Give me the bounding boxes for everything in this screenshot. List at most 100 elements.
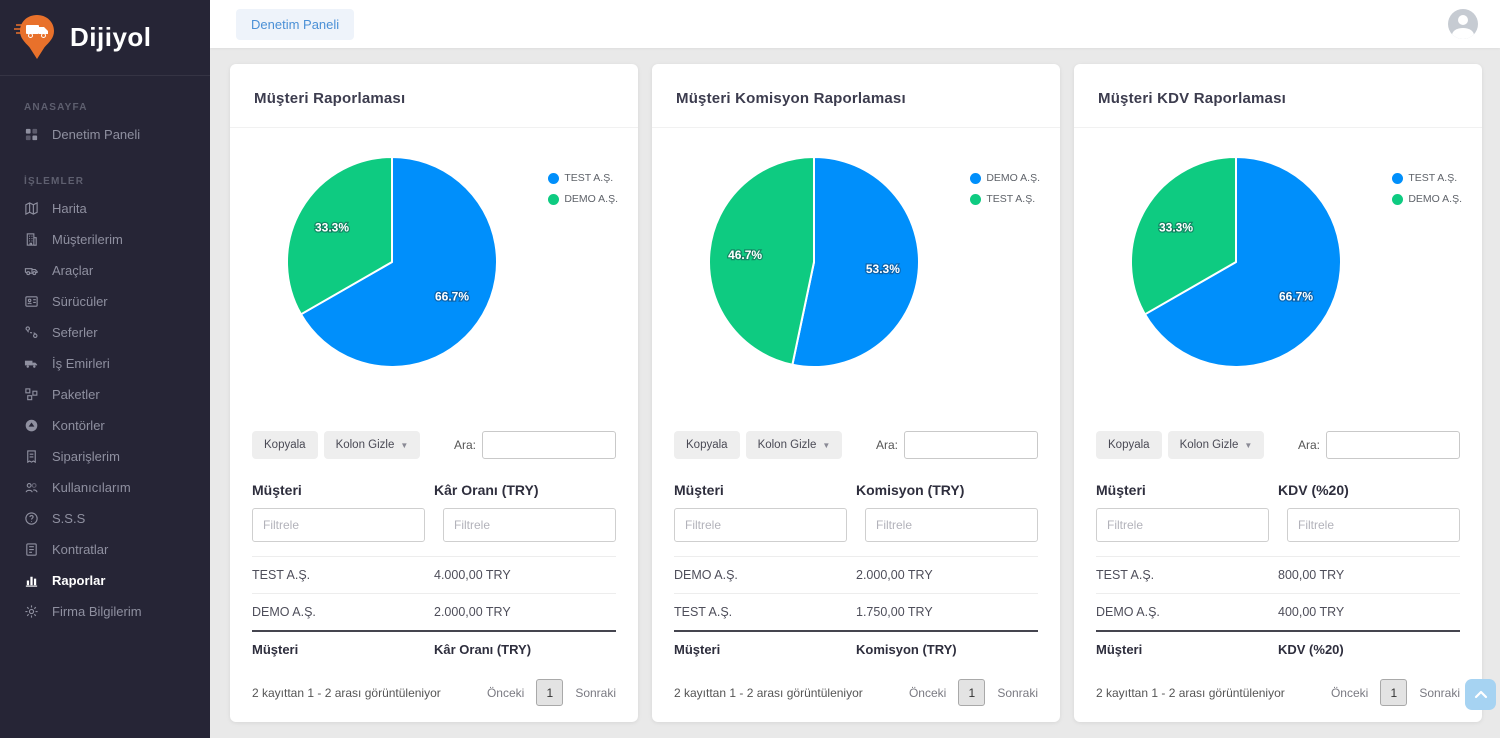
- table-toolbar: Kopyala Kolon Gizle ▼ Ara:: [652, 424, 1060, 466]
- svg-text:53.3%: 53.3%: [866, 262, 900, 276]
- sidebar-item-label: İş Emirleri: [52, 356, 110, 371]
- column-header[interactable]: Müşteri: [674, 482, 724, 498]
- column-filter-input[interactable]: [1096, 508, 1269, 542]
- card-musteri-raporlamasi: Müşteri Raporlaması 66.7% 33.3% TEST A.Ş.…: [230, 64, 638, 722]
- next-page-button[interactable]: Sonraki: [1419, 685, 1460, 700]
- chart-legend: TEST A.Ş. DEMO A.Ş.: [1392, 172, 1462, 205]
- sidebar-item-musterilerim[interactable]: Müşterilerim: [0, 224, 210, 255]
- table-footer-row: Müşteri Komisyon (TRY): [674, 630, 1038, 667]
- cell-customer: TEST A.Ş.: [252, 568, 311, 582]
- main-content: Müşteri Raporlaması 66.7% 33.3% TEST A.Ş.…: [210, 48, 1500, 738]
- page-number-button[interactable]: 1: [536, 679, 564, 706]
- legend-item[interactable]: DEMO A.Ş.: [970, 172, 1040, 184]
- column-filter-input[interactable]: [252, 508, 425, 542]
- search-input[interactable]: [904, 431, 1038, 459]
- sidebar-item-seferler[interactable]: Seferler: [0, 317, 210, 348]
- data-table: Müşteri Kâr Oranı (TRY) TEST A.Ş. 4.000,…: [230, 466, 638, 667]
- vehicle-icon: [24, 268, 38, 276]
- table-filter-row: [1096, 508, 1460, 557]
- svg-text:66.7%: 66.7%: [435, 290, 469, 304]
- search-input[interactable]: [482, 431, 616, 459]
- previous-page-button[interactable]: Önceki: [1330, 685, 1369, 700]
- sidebar-item-sss[interactable]: S.S.S: [0, 503, 210, 534]
- sidebar-item-label: Seferler: [52, 325, 98, 340]
- chart-zone: 66.7% 33.3% TEST A.Ş. DEMO A.Ş.: [230, 128, 638, 424]
- card-header: Müşteri Raporlaması: [230, 64, 638, 128]
- hide-columns-button[interactable]: Kolon Gizle ▼: [745, 431, 843, 459]
- contract-icon: [26, 543, 37, 556]
- column-filter-input[interactable]: [443, 508, 616, 542]
- sidebar-item-is-emirleri[interactable]: İş Emirleri: [0, 348, 210, 379]
- column-filter-input[interactable]: [674, 508, 847, 542]
- truck-icon: [24, 360, 38, 368]
- cell-customer: DEMO A.Ş.: [674, 568, 738, 582]
- hide-columns-button[interactable]: Kolon Gizle ▼: [323, 431, 421, 459]
- table-row: DEMO A.Ş. 400,00 TRY: [1096, 594, 1460, 631]
- user-avatar[interactable]: [1448, 9, 1478, 39]
- sidebar-section-islemler: İŞLEMLER: [24, 176, 85, 187]
- sidebar-item-siparislerim[interactable]: Siparişlerim: [0, 441, 210, 472]
- sidebar-item-suruculer[interactable]: Sürücüler: [0, 286, 210, 317]
- card-title: Müşteri KDV Raporlaması: [1098, 90, 1286, 107]
- column-header[interactable]: Müşteri: [252, 482, 302, 498]
- sidebar-item-firma-bilgilerim[interactable]: Firma Bilgilerim: [0, 596, 210, 627]
- table-row: TEST A.Ş. 4.000,00 TRY: [252, 557, 616, 594]
- dashboard-icon: [25, 128, 38, 141]
- page-number-button[interactable]: 1: [1380, 679, 1408, 706]
- table-toolbar: Kopyala Kolon Gizle ▼ Ara:: [230, 424, 638, 466]
- sidebar-item-label: Firma Bilgilerim: [52, 604, 142, 619]
- column-filter-input[interactable]: [1287, 508, 1460, 542]
- column-header[interactable]: Müşteri: [1096, 482, 1146, 498]
- pagination-info: 2 kayıttan 1 - 2 arası görüntüleniyor: [1096, 685, 1285, 700]
- column-filter-input[interactable]: [865, 508, 1038, 542]
- next-page-button[interactable]: Sonraki: [997, 685, 1038, 700]
- search-input[interactable]: [1326, 431, 1460, 459]
- next-page-button[interactable]: Sonraki: [575, 685, 616, 700]
- sidebar-item-harita[interactable]: Harita: [0, 193, 210, 224]
- legend-item[interactable]: TEST A.Ş.: [1392, 172, 1462, 184]
- sidebar-item-denetim-paneli[interactable]: Denetim Paneli: [0, 119, 210, 150]
- legend-item[interactable]: TEST A.Ş.: [970, 193, 1040, 205]
- sidebar: Dijiyol ANASAYFA Denetim Paneli İŞLEMLER…: [0, 0, 210, 738]
- sidebar-item-kontratlar[interactable]: Kontratlar: [0, 534, 210, 565]
- copy-button[interactable]: Kopyala: [252, 431, 318, 459]
- sidebar-item-kullanicilarim[interactable]: Kullanıcılarım: [0, 472, 210, 503]
- legend-item[interactable]: DEMO A.Ş.: [1392, 193, 1462, 205]
- legend-dot-icon: [548, 172, 560, 184]
- table-filter-row: [252, 508, 616, 557]
- scroll-to-top-button[interactable]: [1465, 679, 1496, 710]
- sidebar-item-label: Kontratlar: [52, 542, 109, 557]
- data-table: Müşteri KDV (%20) TEST A.Ş. 800,00 TRY D…: [1074, 466, 1482, 667]
- hide-columns-button[interactable]: Kolon Gizle ▼: [1167, 431, 1265, 459]
- svg-text:66.7%: 66.7%: [1279, 290, 1313, 304]
- cell-customer: TEST A.Ş.: [674, 605, 733, 619]
- sidebar-item-raporlar[interactable]: Raporlar: [0, 565, 210, 596]
- legend-item[interactable]: DEMO A.Ş.: [548, 193, 618, 205]
- copy-button[interactable]: Kopyala: [674, 431, 740, 459]
- pagination: 2 kayıttan 1 - 2 arası görüntüleniyor Ön…: [1074, 667, 1482, 706]
- column-header[interactable]: KDV (%20): [1278, 482, 1349, 498]
- cell-value: 400,00 TRY: [1278, 605, 1345, 619]
- sidebar-item-araclar[interactable]: Araçlar: [0, 255, 210, 286]
- page-number-button[interactable]: 1: [958, 679, 986, 706]
- legend-dot-icon: [1392, 193, 1404, 205]
- copy-button[interactable]: Kopyala: [1096, 431, 1162, 459]
- legend-item[interactable]: TEST A.Ş.: [548, 172, 618, 184]
- column-header[interactable]: Kâr Oranı (TRY): [434, 482, 539, 498]
- brand-name: Dijiyol: [70, 22, 152, 52]
- column-header[interactable]: Komisyon (TRY): [856, 482, 965, 498]
- cell-value: 2.000,00 TRY: [434, 605, 511, 619]
- sidebar-item-paketler[interactable]: Paketler: [0, 379, 210, 410]
- pie-chart[interactable]: 66.7% 33.3%: [1124, 150, 1348, 374]
- pie-chart[interactable]: 53.3% 46.7%: [702, 150, 926, 374]
- previous-page-button[interactable]: Önceki: [908, 685, 947, 700]
- pie-chart[interactable]: 66.7% 33.3%: [280, 150, 504, 374]
- table-row: TEST A.Ş. 800,00 TRY: [1096, 557, 1460, 594]
- sidebar-item-kontorler[interactable]: Kontörler: [0, 410, 210, 441]
- cell-value: 2.000,00 TRY: [856, 568, 933, 582]
- cell-customer: DEMO A.Ş.: [1096, 605, 1160, 619]
- sidebar-item-label: Raporlar: [52, 573, 106, 588]
- tab-denetim-paneli[interactable]: Denetim Paneli: [236, 8, 355, 40]
- search-label: Ara:: [453, 438, 476, 452]
- previous-page-button[interactable]: Önceki: [486, 685, 525, 700]
